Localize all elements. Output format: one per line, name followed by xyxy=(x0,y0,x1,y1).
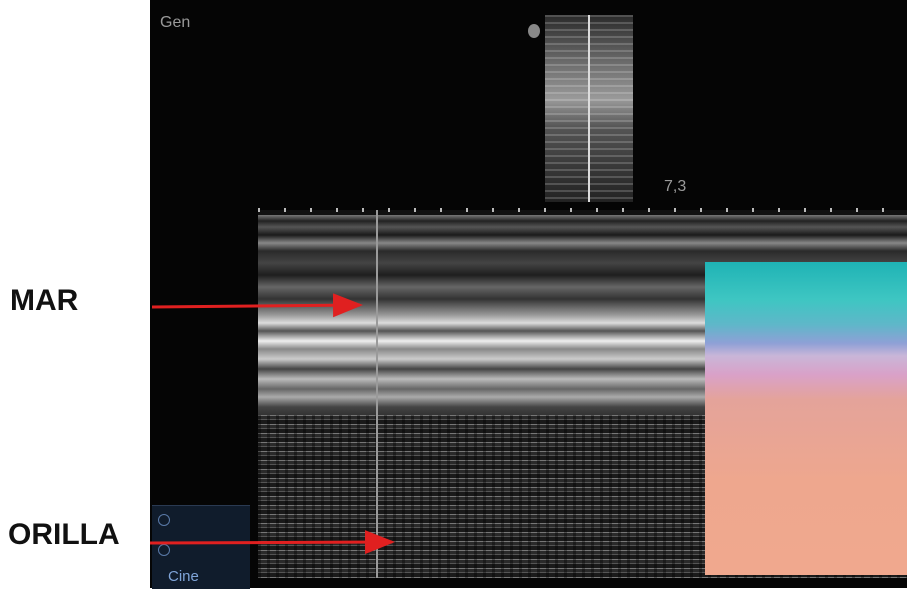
cursor-line xyxy=(588,15,590,202)
beach-photo xyxy=(705,262,907,575)
depth-label: 7,3 xyxy=(664,178,687,195)
indicator-dot xyxy=(528,24,540,38)
mode-label: Gen xyxy=(160,14,191,31)
time-cursor xyxy=(376,210,378,578)
arrow xyxy=(149,530,395,555)
annotation-label: MAR xyxy=(10,284,79,317)
menu-panel xyxy=(152,505,250,589)
cine-button[interactable]: Cine xyxy=(168,568,199,585)
menu-icon xyxy=(158,544,170,556)
time-ticks xyxy=(258,208,907,212)
annotation-label: ORILLA xyxy=(8,518,120,551)
menu-icon xyxy=(158,514,170,526)
arrow xyxy=(151,293,363,318)
